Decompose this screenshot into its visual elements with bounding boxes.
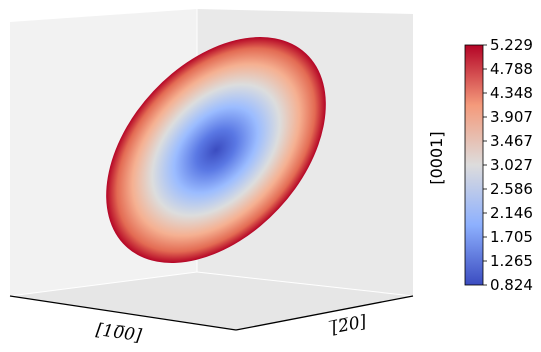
x-axis-label: [10̅0] bbox=[95, 320, 143, 346]
colorbar-tick-label: 4.348 bbox=[490, 84, 533, 102]
z-axis-label: [0001] bbox=[427, 131, 446, 184]
colorbar-tick-label: 3.467 bbox=[490, 132, 533, 150]
colorbar-tick-label: 3.907 bbox=[490, 108, 533, 126]
colorbar-ticks: 5.229 4.788 4.348 3.907 3.467 3.027 2.586 2.146… bbox=[483, 36, 533, 294]
floor-back-right-edge bbox=[196, 271, 414, 297]
y-axis-label: [̅2̅0] bbox=[328, 312, 369, 339]
colorbar-tick-label: 0.824 bbox=[490, 276, 533, 294]
colorbar-tick-label: 3.027 bbox=[490, 156, 533, 174]
colorbar-tick-label: 1.265 bbox=[490, 252, 533, 270]
colorbar-tick-label: 2.586 bbox=[490, 180, 533, 198]
colorbar-tick-label: 5.229 bbox=[490, 36, 533, 54]
colorbar: 5.229 4.788 4.348 3.907 3.467 3.027 2.586 2.146… bbox=[464, 36, 533, 294]
x-axis-line bbox=[9, 295, 237, 331]
colorbar-tick-label: 2.146 bbox=[490, 204, 533, 222]
ellipsoid-surface bbox=[106, 37, 326, 263]
colorbar-tick-label: 4.788 bbox=[490, 60, 533, 78]
colorbar-tick-label: 1.705 bbox=[490, 228, 533, 246]
colorbar-gradient bbox=[464, 44, 484, 286]
floor-pane bbox=[10, 272, 413, 330]
y-axis-line bbox=[235, 295, 414, 331]
surface-ellipse bbox=[106, 37, 326, 263]
floor-back-left-edge bbox=[9, 271, 198, 297]
